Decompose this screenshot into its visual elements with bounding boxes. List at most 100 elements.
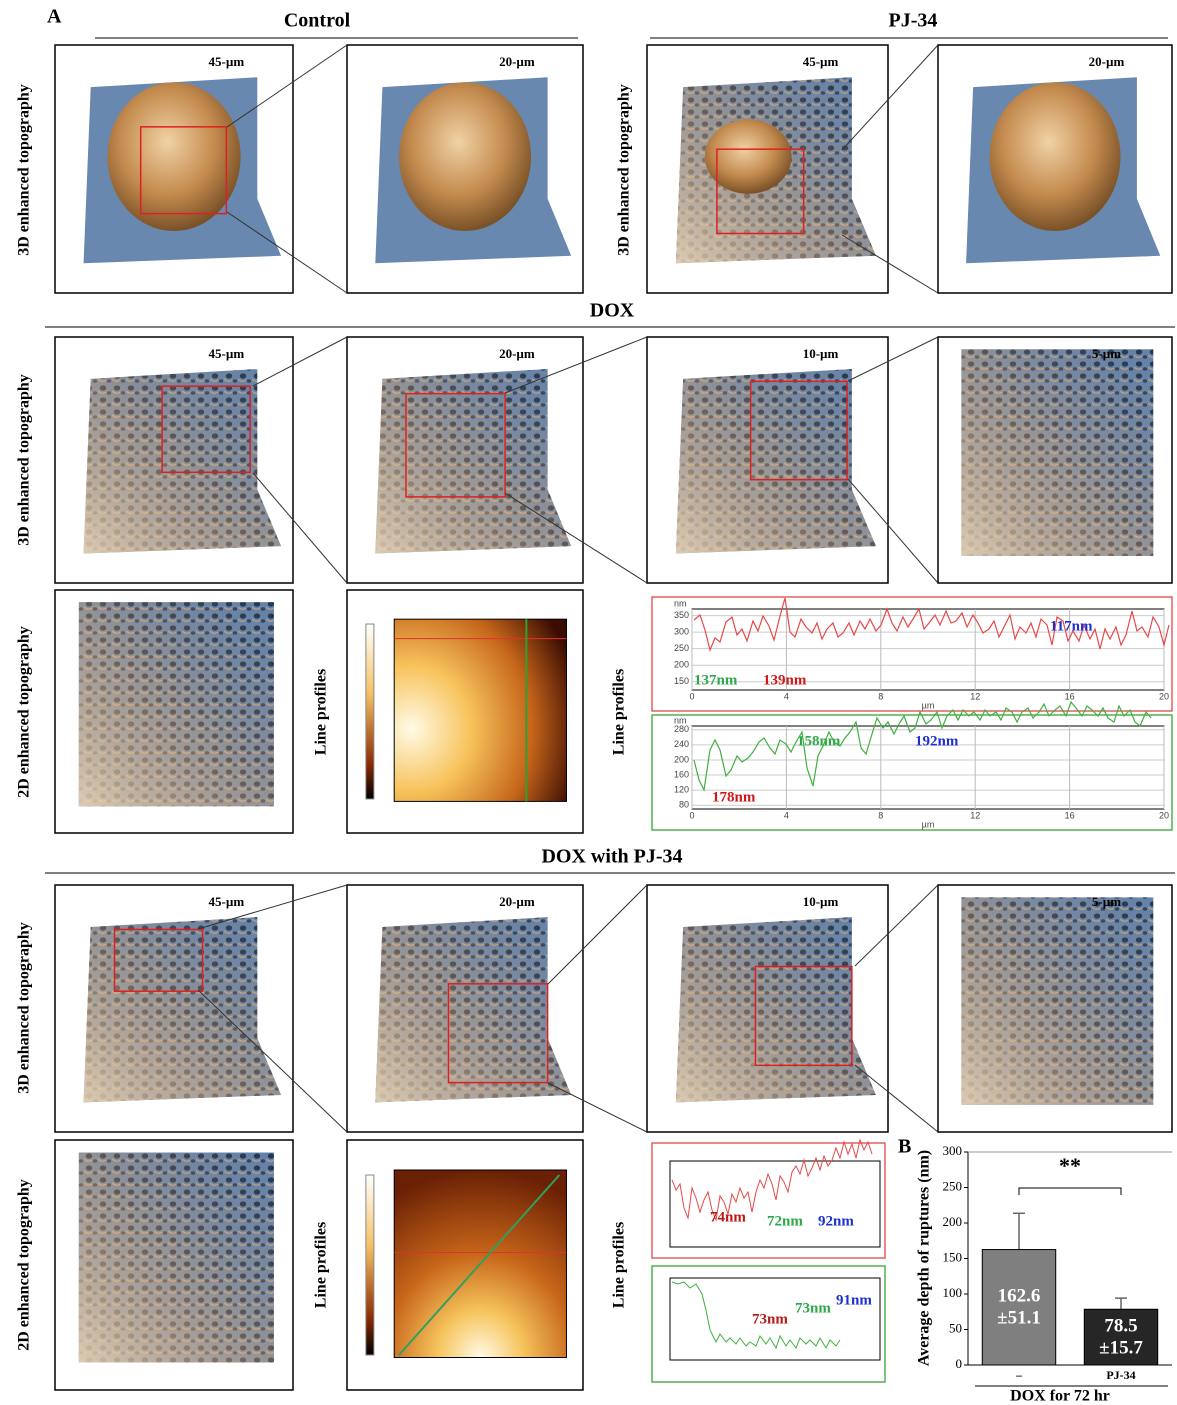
y-tick-label: 240 xyxy=(674,739,689,749)
row-label: 3D enhanced topography xyxy=(16,922,33,1094)
row-label: 3D enhanced topography xyxy=(16,84,33,256)
y-tick-label: 150 xyxy=(674,676,689,686)
row-label: 2D enhanced topography xyxy=(16,626,33,798)
x-axis-label: DOX for 72 hr xyxy=(1010,1388,1110,1405)
axis-unit: µm xyxy=(922,819,935,829)
scale-label: 10-µm xyxy=(803,346,839,361)
bar-chart: 050100150200250300162.6±51.1–78.5±15.7PJ… xyxy=(943,1143,1173,1382)
afm-image xyxy=(961,349,1153,556)
colorbar xyxy=(366,624,374,799)
cell xyxy=(399,82,531,231)
scale-label: 45-µm xyxy=(209,346,245,361)
scale-label: 45-µm xyxy=(803,54,839,69)
row-label: Line profiles xyxy=(313,1222,330,1308)
scale-label: 20-µm xyxy=(499,346,535,361)
profile-frame xyxy=(652,715,1172,830)
value-label: 162.6 xyxy=(998,1286,1041,1307)
panel-label: B xyxy=(898,1136,911,1158)
x-tick-label: 20 xyxy=(1159,691,1169,701)
afm-image xyxy=(84,369,282,553)
x-tick-label: 8 xyxy=(878,810,883,820)
value-label: 78.5 xyxy=(1104,1315,1137,1336)
annotation: 117nm xyxy=(1050,618,1093,634)
row-label: 2D enhanced topography xyxy=(16,1179,33,1351)
annotation: 139nm xyxy=(763,672,807,688)
afm-image xyxy=(79,1153,274,1363)
annotation: 74nm xyxy=(710,1209,746,1225)
afm-image xyxy=(375,369,571,553)
y-tick-label: 280 xyxy=(674,724,689,734)
y-tick-label: 150 xyxy=(943,1249,963,1264)
cell xyxy=(107,82,240,231)
colorbar xyxy=(366,1175,374,1355)
column-title: Control xyxy=(284,10,351,32)
cell xyxy=(705,119,792,193)
y-tick-label: 160 xyxy=(674,769,689,779)
panel-label: A xyxy=(47,6,62,28)
axis-unit: nm xyxy=(674,715,687,725)
x-tick-label: 0 xyxy=(689,691,694,701)
scale-label: 5-µm xyxy=(1092,894,1121,909)
significance: ** xyxy=(1059,1153,1081,1178)
annotation: 137nm xyxy=(694,672,738,688)
annotation: 73nm xyxy=(752,1311,788,1327)
x-tick-label: 16 xyxy=(1065,810,1075,820)
significance-bracket xyxy=(1019,1188,1121,1195)
scale-label: 45-µm xyxy=(209,894,245,909)
profile-frame xyxy=(652,1143,885,1258)
y-axis-label: Average depth of ruptures (nm) xyxy=(916,1150,933,1366)
y-tick-label: 100 xyxy=(943,1285,963,1300)
error-label: ±51.1 xyxy=(997,1308,1041,1329)
x-tick-label: 12 xyxy=(970,691,980,701)
error-label: ±15.7 xyxy=(1099,1337,1143,1358)
section-title: DOX xyxy=(590,300,635,322)
y-tick-label: 200 xyxy=(674,754,689,764)
x-tick-label: 20 xyxy=(1159,810,1169,820)
annotation: 178nm xyxy=(712,789,756,805)
afm-image xyxy=(375,917,571,1102)
annotation: 91nm xyxy=(836,1292,872,1308)
afm-image xyxy=(676,369,876,553)
y-tick-label: 300 xyxy=(943,1143,963,1158)
row-label: Line profiles xyxy=(611,1222,628,1308)
annotation: 72nm xyxy=(767,1213,803,1229)
x-tick-label: 12 xyxy=(970,810,980,820)
annotation: 92nm xyxy=(818,1213,854,1229)
height-map xyxy=(394,619,566,801)
y-tick-label: 250 xyxy=(943,1178,963,1193)
x-tick-label: 4 xyxy=(784,691,789,701)
y-tick-label: 300 xyxy=(674,627,689,637)
scale-label: 5-µm xyxy=(1092,346,1121,361)
afm-image xyxy=(961,897,1153,1104)
section-title: DOX with PJ-34 xyxy=(541,846,682,868)
scale-label: 10-µm xyxy=(803,894,839,909)
annotation: 158nm xyxy=(797,733,841,749)
x-tick-label: 8 xyxy=(878,691,883,701)
x-tick-label: 4 xyxy=(784,810,789,820)
scale-label: 20-µm xyxy=(1089,54,1125,69)
y-tick-label: 200 xyxy=(943,1214,963,1229)
axis-unit: µm xyxy=(922,700,935,710)
x-tick-label: 16 xyxy=(1065,691,1075,701)
x-tick-label: 0 xyxy=(689,810,694,820)
x-tick-label: – xyxy=(1015,1368,1023,1382)
y-tick-label: 80 xyxy=(679,800,689,810)
y-tick-label: 0 xyxy=(956,1356,963,1371)
afm-image xyxy=(84,917,282,1102)
cell xyxy=(989,82,1120,231)
scale-label: 45-µm xyxy=(209,54,245,69)
column-title: PJ-34 xyxy=(889,10,938,32)
row-label: Line profiles xyxy=(313,669,330,755)
afm-image xyxy=(79,602,274,806)
y-tick-label: 350 xyxy=(674,610,689,620)
x-tick-label: PJ-34 xyxy=(1106,1368,1135,1382)
y-tick-label: 200 xyxy=(674,660,689,670)
profile-frame xyxy=(652,597,1172,711)
row-label: 3D enhanced topography xyxy=(16,374,33,546)
axis-unit: nm xyxy=(674,598,687,608)
afm-image xyxy=(676,917,876,1102)
row-label: 3D enhanced topography xyxy=(616,84,633,256)
y-tick-label: 120 xyxy=(674,785,689,795)
figure: 45-µm20-µm45-µm20-µm45-µm20-µm10-µm5-µm4… xyxy=(0,0,1177,1405)
row-label: Line profiles xyxy=(611,669,628,755)
